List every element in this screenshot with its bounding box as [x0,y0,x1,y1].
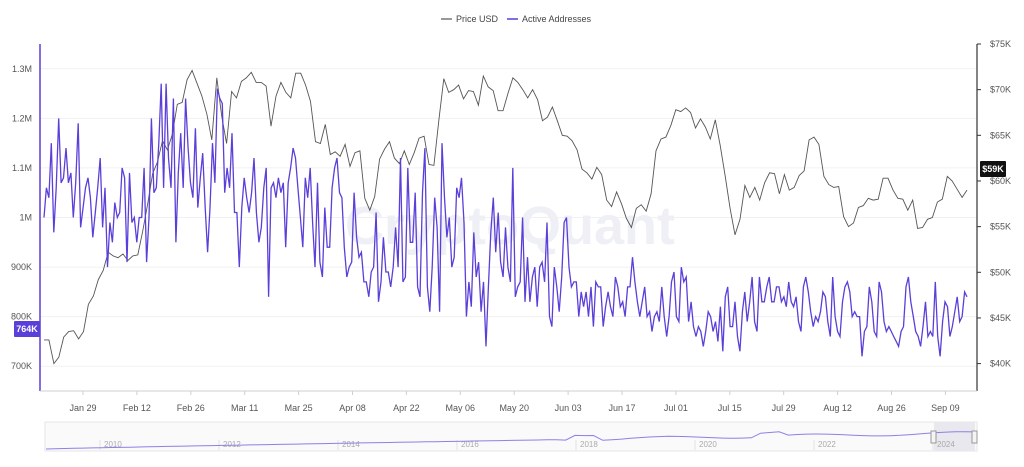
y-right-tick-label: $40K [990,359,1011,369]
x-tick-label: Sep 09 [931,403,960,413]
legend-price-label[interactable]: Price USD [456,14,499,24]
active-current-badge-label: 764K [16,324,38,334]
x-tick-label: Mar 11 [231,403,258,413]
x-tick-label: Apr 08 [339,403,366,413]
legend[interactable]: Price USD Active Addresses [441,14,592,24]
navigator-selection[interactable] [934,422,975,451]
navigator-year-label: 2010 [104,440,122,449]
y-right-tick-label: $60K [990,176,1011,186]
price-usd-line [44,69,968,365]
x-tick-label: Jan 29 [69,403,96,413]
x-tick-label: Apr 22 [393,403,420,413]
x-tick-label: Jul 01 [664,403,688,413]
x-tick-label: Jul 15 [718,403,742,413]
x-tick-label: May 20 [499,403,529,413]
x-tick-label: Jun 03 [555,403,582,413]
active-current-badge: 764K [14,321,40,337]
price-current-badge: $59K [980,161,1006,177]
y-right-tick-label: $50K [990,267,1011,277]
navigator-year-label: 2014 [342,440,360,449]
y-right-tick-label: $45K [990,313,1011,323]
y-axis-left: 1.3M 1.2M 1.1M 1M 900K 800K 700K [11,44,41,391]
y-left-tick-label: 700K [11,361,32,371]
navigator-year-label: 2024 [937,440,955,449]
x-tick-label: Mar 25 [285,403,313,413]
legend-active-label[interactable]: Active Addresses [522,14,592,24]
navigator-year-label: 2022 [818,440,836,449]
navigator-year-label: 2016 [461,440,479,449]
navigator-year-label: 2012 [223,440,241,449]
y-right-tick-label: $55K [990,222,1011,232]
price-current-badge-label: $59K [982,164,1004,174]
active-addresses-line [43,83,968,357]
navigator-year-label: 2020 [699,440,717,449]
x-tick-label: Aug 12 [823,403,852,413]
y-left-tick-label: 1.3M [12,64,32,74]
y-left-tick-label: 800K [11,312,32,322]
y-right-tick-label: $75K [990,39,1011,49]
x-tick-label: Aug 26 [877,403,906,413]
x-tick-label: Jun 17 [608,403,635,413]
active-current-badge-bg [14,321,40,337]
navigator-right-handle[interactable] [971,430,978,444]
x-axis: Jan 29 Feb 12 Feb 26 Mar 11 Mar 25 Apr 08 Apr … [40,390,977,413]
y-axis-right: $75K $70K $65K $60K $55K $50K $45K $40K [976,39,1011,391]
x-tick-label: May 06 [446,403,476,413]
y-left-tick-label: 1M [19,213,32,223]
navigator-year-label: 2018 [580,440,598,449]
y-left-tick-label: 1.1M [12,163,32,173]
y-left-tick-label: 1.2M [12,113,32,123]
x-tick-label: Feb 26 [177,403,205,413]
navigator[interactable]: 2010 2012 2014 2016 2018 2020 2022 2024 [44,421,978,452]
price-current-badge-bg [980,161,1006,177]
y-right-tick-label: $70K [990,85,1011,95]
navigator-frame[interactable] [44,421,978,452]
y-left-tick-label: 900K [11,262,32,272]
navigator-line [45,431,975,450]
y-right-tick-label: $65K [990,130,1011,140]
x-tick-label: Feb 12 [123,403,151,413]
x-tick-label: Jul 29 [772,403,796,413]
navigator-left-handle[interactable] [930,430,937,444]
